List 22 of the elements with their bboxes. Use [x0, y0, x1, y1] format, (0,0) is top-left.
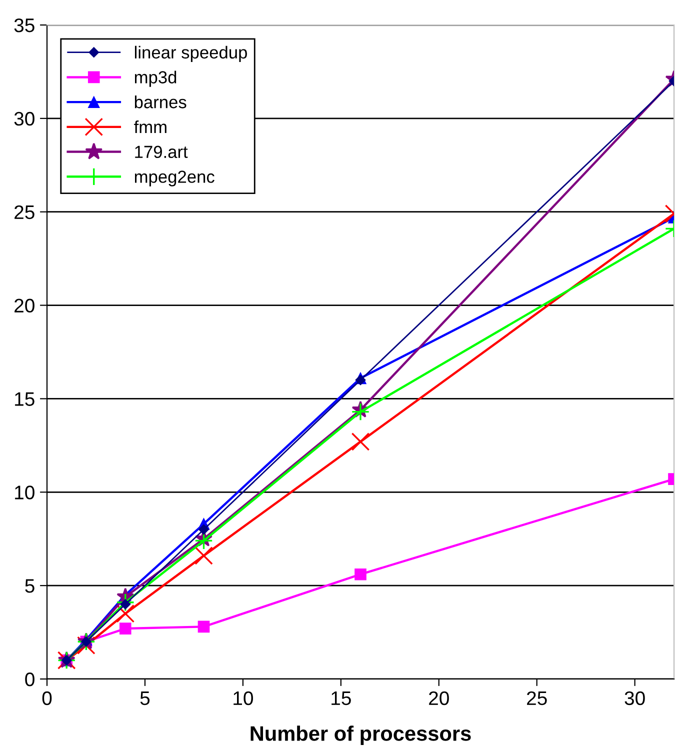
x-axis-title: Number of processors: [250, 726, 471, 746]
legend-label: barnes: [134, 96, 186, 108]
x-tick-label: 30: [624, 691, 645, 706]
y-tick-label: 20: [14, 298, 34, 313]
x-tick-label: 10: [234, 691, 253, 706]
legend-label: 179.art: [135, 146, 188, 158]
y-tick-label: 35: [14, 18, 34, 32]
y-tick-label: 30: [14, 112, 34, 126]
legend-label: mpeg2enc: [134, 170, 214, 186]
x-tick-label: 15: [332, 692, 351, 706]
y-tick-label: 0: [25, 672, 34, 686]
y-tick-label: 15: [15, 392, 34, 406]
x-tick-label: 5: [140, 692, 150, 706]
y-tick-label: 25: [14, 205, 34, 220]
x-tick-label: 25: [527, 691, 547, 706]
legend-label: fmm: [134, 120, 166, 134]
y-tick-label: 5: [25, 579, 34, 593]
x-tick-label: 20: [429, 691, 449, 706]
y-tick-label: 10: [15, 486, 34, 500]
x-tick-label: 0: [42, 691, 52, 706]
legend-label: linear speedup: [134, 46, 247, 62]
legend-label: mp3d: [134, 70, 176, 87]
